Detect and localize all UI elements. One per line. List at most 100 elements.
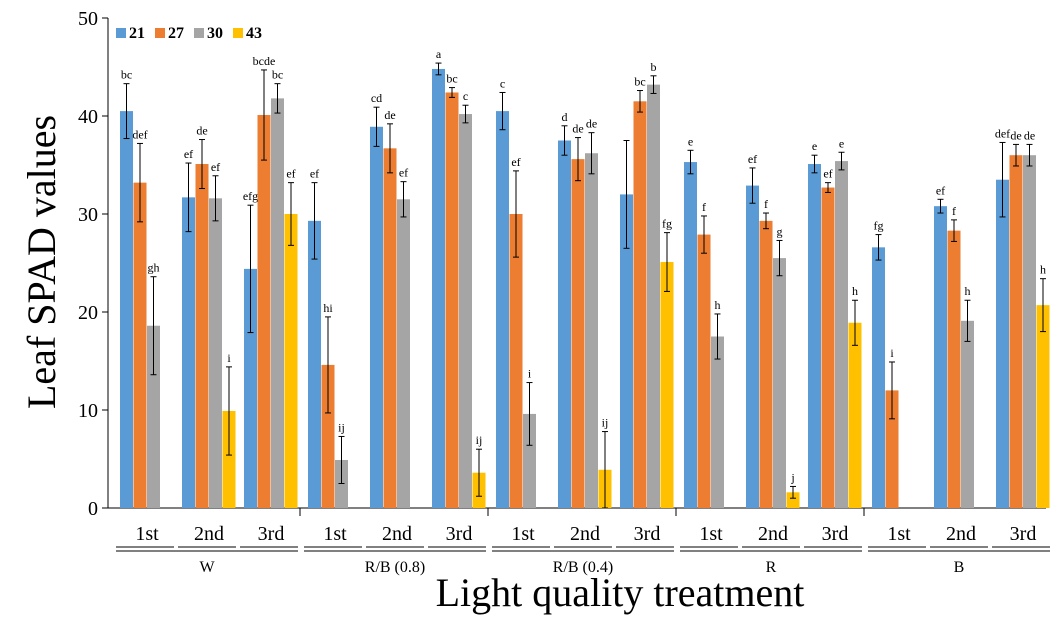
y-tick-label: 30: [78, 204, 98, 226]
significance-label: ef: [823, 167, 832, 181]
significance-label: h: [965, 284, 971, 298]
bar: [432, 68, 445, 509]
significance-label: de: [384, 108, 395, 122]
y-tick-label: 50: [78, 8, 98, 30]
group-tick-label: W: [199, 559, 215, 576]
subgroup-tick-label: 2nd: [194, 523, 224, 545]
bar: [195, 164, 209, 508]
bar: [996, 179, 1009, 508]
bar: [934, 206, 947, 508]
bar: [885, 390, 899, 508]
bar: [1009, 155, 1023, 508]
subgroup-tick-label: 3rd: [822, 523, 849, 545]
significance-label: ef: [748, 152, 757, 166]
significance-label: ef: [286, 167, 295, 181]
significance-label: e: [839, 136, 844, 150]
legend-label: 21: [129, 25, 145, 42]
significance-label: f: [702, 200, 706, 214]
bar: [633, 101, 647, 509]
significance-label: i: [890, 346, 894, 360]
bar: [1023, 155, 1036, 508]
y-tick-label: 10: [78, 400, 98, 422]
significance-label: de: [1010, 128, 1021, 142]
significance-label: a: [436, 47, 442, 61]
y-axis-label: Leaf SPAD values: [19, 115, 64, 409]
significance-label: ef: [936, 183, 945, 197]
significance-label: ij: [338, 420, 345, 434]
significance-label: f: [952, 204, 956, 218]
significance-label: h: [715, 298, 721, 312]
significance-label: bc: [446, 72, 457, 86]
bar: [222, 410, 236, 508]
subgroup-tick-label: 3rd: [1010, 523, 1037, 545]
bar: [697, 234, 711, 508]
bar: [445, 92, 459, 508]
significance-label: bcde: [253, 54, 276, 68]
group-tick-label: B: [954, 559, 965, 576]
subgroup-tick-label: 2nd: [758, 523, 788, 545]
legend-swatch: [194, 28, 204, 38]
bar: [684, 162, 697, 508]
subgroup-tick-label: 2nd: [382, 523, 412, 545]
bar: [808, 164, 821, 508]
subgroup-tick-label: 1st: [699, 523, 723, 545]
bar: [370, 126, 383, 508]
bar: [872, 247, 885, 508]
y-tick-label: 0: [88, 498, 98, 520]
significance-label: e: [688, 134, 693, 148]
bar: [383, 148, 397, 508]
subgroup-tick-label: 1st: [511, 523, 535, 545]
significance-label: bc: [634, 75, 645, 89]
significance-label: ef: [211, 160, 220, 174]
legend-label: 27: [168, 25, 184, 42]
legend-swatch: [155, 28, 165, 38]
significance-label: b: [651, 60, 657, 74]
bar: [786, 492, 800, 508]
significance-label: gh: [148, 261, 160, 275]
legend-label: 30: [207, 25, 223, 42]
bar: [509, 214, 523, 508]
bar: [257, 115, 271, 509]
significance-label: g: [777, 224, 783, 238]
subgroup-tick-label: 2nd: [570, 523, 600, 545]
group-tick-label: R/B (0.8): [365, 559, 425, 576]
bar: [759, 220, 773, 509]
bar: [585, 153, 598, 509]
significance-label: f: [764, 197, 768, 211]
significance-label: def: [995, 126, 1010, 140]
bar: [496, 111, 509, 508]
subgroup-tick-label: 3rd: [446, 523, 473, 545]
legend-swatch: [233, 28, 243, 38]
bar: [459, 114, 472, 508]
significance-label: bc: [272, 68, 283, 82]
bar: [1036, 305, 1050, 508]
subgroup-tick-label: 2nd: [946, 523, 976, 545]
significance-label: hi: [323, 301, 333, 315]
significance-label: i: [528, 367, 532, 381]
bar: [209, 198, 222, 508]
legend-swatch: [116, 28, 126, 38]
bar: [961, 320, 974, 508]
significance-label: de: [572, 122, 583, 136]
significance-label: ef: [399, 166, 408, 180]
significance-label: ij: [476, 433, 483, 447]
significance-label: cd: [371, 91, 382, 105]
significance-label: ij: [602, 416, 609, 430]
significance-label: e: [812, 139, 817, 153]
significance-label: c: [463, 89, 468, 103]
significance-label: de: [196, 124, 207, 138]
bar: [523, 413, 536, 508]
bar: [773, 258, 786, 508]
bar: [147, 325, 160, 508]
bar: [182, 197, 195, 508]
bar: [647, 84, 660, 508]
x-axis-label: Light quality treatment: [436, 570, 805, 615]
subgroup-tick-label: 3rd: [634, 523, 661, 545]
subgroup-tick-label: 3rd: [258, 523, 285, 545]
subgroup-tick-label: 1st: [323, 523, 347, 545]
bar: [271, 98, 284, 509]
plot-area: 01020304050bcdefgh1stefdeefi2ndefgbcdebc…: [78, 8, 1050, 576]
bar: [571, 159, 585, 508]
